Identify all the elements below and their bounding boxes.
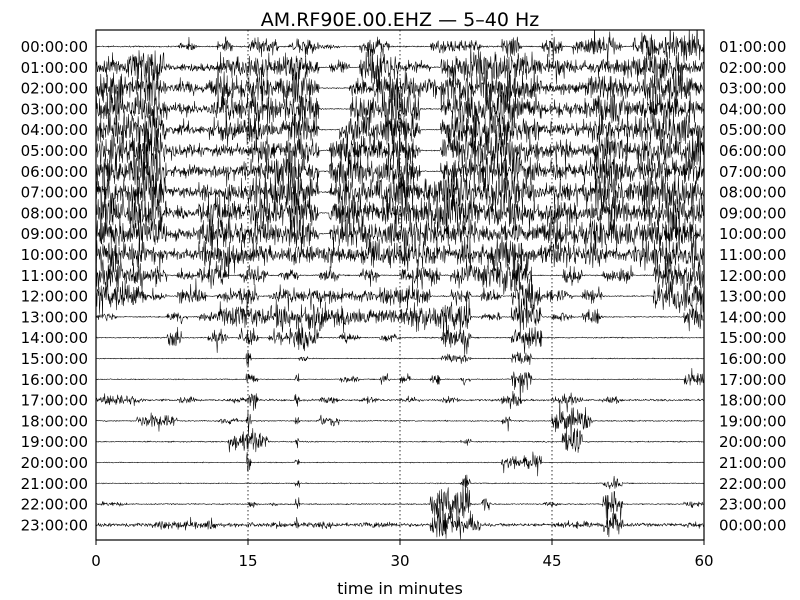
left-time-label: 03:00:00 [21, 100, 88, 118]
x-tick-label: 0 [91, 552, 101, 570]
left-time-label: 21:00:00 [21, 475, 88, 493]
trace-row-11:00:00 [96, 247, 704, 297]
left-time-label: 19:00:00 [21, 433, 88, 451]
left-time-label: 09:00:00 [21, 225, 88, 243]
left-time-label: 06:00:00 [21, 163, 88, 181]
traces-layer [96, 30, 704, 540]
right-time-label: 07:00:00 [719, 163, 786, 181]
right-time-label: 13:00:00 [719, 288, 786, 306]
right-time-labels: 01:00:00 02:00:00 03:00:00 04:00:00 05:00:00… [719, 38, 786, 534]
right-time-label: 22:00:00 [719, 475, 786, 493]
left-time-label: 02:00:00 [21, 80, 88, 98]
right-time-label: 05:00:00 [719, 121, 786, 139]
right-time-label: 12:00:00 [719, 267, 786, 285]
trace-row-09:00:00 [96, 208, 704, 265]
left-time-label: 15:00:00 [21, 350, 88, 368]
trace-row-04:00:00 [96, 105, 704, 174]
x-tick-label: 45 [542, 552, 561, 570]
trace-row-20:00:00 [96, 451, 704, 477]
trace-row-17:00:00 [96, 390, 704, 413]
right-time-label: 20:00:00 [719, 433, 786, 451]
right-time-label: 10:00:00 [719, 225, 786, 243]
left-time-label: 14:00:00 [21, 329, 88, 347]
left-time-label: 22:00:00 [21, 496, 88, 514]
x-axis: 0 15 30 45 60 [91, 540, 714, 570]
trace-row-05:00:00 [96, 114, 704, 178]
left-time-label: 10:00:00 [21, 246, 88, 264]
right-time-label: 18:00:00 [719, 392, 786, 410]
left-time-label: 16:00:00 [21, 371, 88, 389]
left-time-label: 23:00:00 [21, 516, 88, 534]
x-tick-label: 60 [694, 552, 713, 570]
right-time-label: 11:00:00 [719, 246, 786, 264]
right-time-label: 19:00:00 [719, 412, 786, 430]
right-time-label: 00:00:00 [719, 516, 786, 534]
left-time-label: 05:00:00 [21, 142, 88, 160]
right-time-label: 09:00:00 [719, 204, 786, 222]
right-time-label: 04:00:00 [719, 100, 786, 118]
left-time-label: 12:00:00 [21, 288, 88, 306]
grid-layer [247, 30, 553, 540]
right-time-label: 06:00:00 [719, 142, 786, 160]
left-time-label: 08:00:00 [21, 204, 88, 222]
left-time-label: 11:00:00 [21, 267, 88, 285]
left-time-label: 18:00:00 [21, 412, 88, 430]
trace-row-16:00:00 [96, 367, 704, 404]
x-tick-label: 30 [390, 552, 409, 570]
left-time-label: 01:00:00 [21, 59, 88, 77]
trace-row-10:00:00 [96, 223, 704, 292]
right-time-label: 14:00:00 [719, 308, 786, 326]
left-time-labels: 00:00:00 01:00:00 02:00:00 03:00:00 04:00:00… [21, 38, 88, 534]
right-time-label: 01:00:00 [719, 38, 786, 56]
x-axis-label: time in minutes [337, 579, 463, 598]
trace-row-13:00:00 [96, 297, 704, 343]
x-tick-label: 15 [238, 552, 257, 570]
right-time-label: 08:00:00 [719, 184, 786, 202]
trace-row-12:00:00 [96, 266, 704, 328]
trace-row-19:00:00 [96, 426, 704, 453]
right-time-label: 15:00:00 [719, 329, 786, 347]
left-time-label: 00:00:00 [21, 38, 88, 56]
trace-row-01:00:00 [96, 37, 704, 103]
trace-row-08:00:00 [96, 175, 704, 243]
trace-row-23:00:00 [96, 507, 704, 540]
trace-row-14:00:00 [96, 320, 704, 355]
right-time-label: 17:00:00 [719, 371, 786, 389]
trace-row-21:00:00 [96, 474, 704, 490]
right-time-label: 16:00:00 [719, 350, 786, 368]
trace-row-22:00:00 [96, 480, 704, 536]
right-time-label: 23:00:00 [719, 496, 786, 514]
right-time-label: 21:00:00 [719, 454, 786, 472]
left-time-label: 17:00:00 [21, 392, 88, 410]
trace-row-07:00:00 [96, 159, 704, 222]
right-time-label: 02:00:00 [719, 59, 786, 77]
trace-row-15:00:00 [96, 351, 704, 367]
right-time-label: 03:00:00 [719, 80, 786, 98]
left-time-label: 13:00:00 [21, 308, 88, 326]
left-time-label: 20:00:00 [21, 454, 88, 472]
left-time-label: 04:00:00 [21, 121, 88, 139]
chart-title: AM.RF90E.00.EHZ — 5–40 Hz [261, 9, 539, 31]
trace-row-00:00:00 [96, 30, 704, 70]
left-time-label: 07:00:00 [21, 184, 88, 202]
trace-row-18:00:00 [96, 399, 704, 443]
